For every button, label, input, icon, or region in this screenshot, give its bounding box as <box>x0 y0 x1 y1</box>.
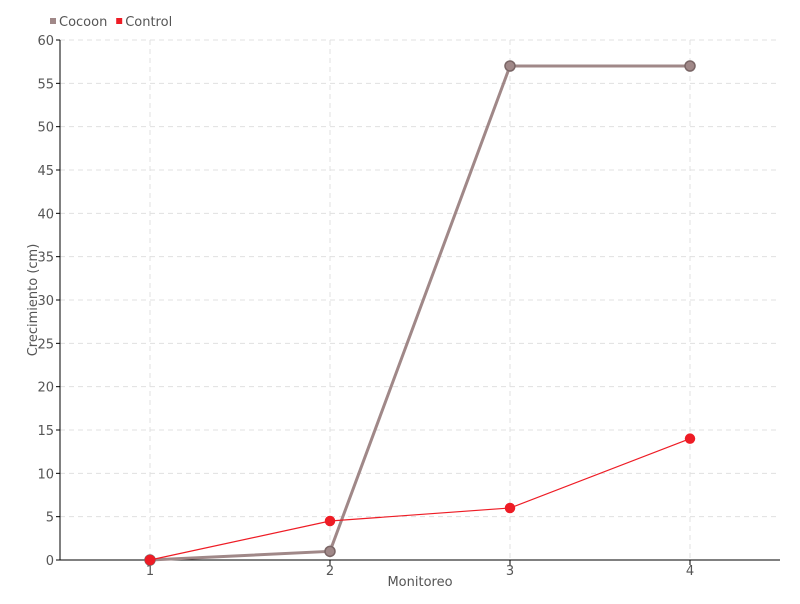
legend[interactable]: Cocoon Control <box>50 15 172 30</box>
legend-swatch-cocoon <box>50 18 56 24</box>
series-line-cocoon <box>149 64 690 562</box>
data-point-cocoon <box>504 60 516 72</box>
x-axis-label: Monitoreo <box>387 575 452 590</box>
data-point-cocoon <box>324 545 336 558</box>
y-axis-label: Crecimiento (cm) <box>26 244 41 357</box>
y-tick-label: 30 <box>37 294 54 309</box>
y-tick-label: 25 <box>37 337 54 352</box>
y-tick-label: 5 <box>46 511 54 526</box>
y-tick-label: 20 <box>37 381 54 396</box>
data-point-control <box>504 502 516 514</box>
y-tick-label: 50 <box>37 121 54 136</box>
series-group <box>144 60 696 566</box>
y-tick-label: 60 <box>37 34 54 49</box>
legend-label-cocoon: Cocoon <box>59 15 107 30</box>
data-point-control <box>324 515 336 527</box>
x-tick-label: 2 <box>326 564 334 579</box>
x-tick-label: 1 <box>146 564 154 579</box>
y-tick-label: 45 <box>37 164 54 179</box>
data-point-control <box>144 554 156 566</box>
data-point-control <box>684 433 696 444</box>
y-tick-label: 10 <box>37 467 54 482</box>
y-tick-label: 0 <box>46 554 54 569</box>
legend-label-control: Control <box>125 15 172 30</box>
axes: 0 5 10 15 20 25 30 35 40 45 50 55 60 1 2 3 4 <box>37 34 780 579</box>
data-point-cocoon <box>684 60 696 72</box>
y-tick-label: 15 <box>37 424 54 439</box>
grid <box>60 39 780 560</box>
legend-swatch-control <box>116 18 123 24</box>
x-tick-label: 3 <box>506 564 514 579</box>
y-tick-label: 35 <box>37 251 54 266</box>
x-tick-label: 4 <box>686 564 694 579</box>
y-tick-label: 40 <box>37 207 54 222</box>
y-tick-label: 55 <box>37 77 54 92</box>
series-line-control <box>149 438 691 561</box>
